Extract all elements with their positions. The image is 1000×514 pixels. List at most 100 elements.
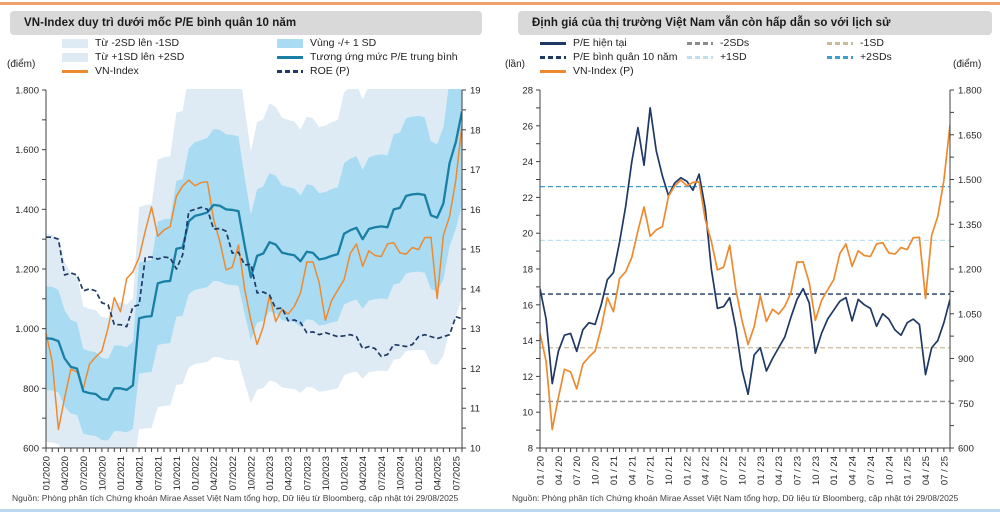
svg-text:16: 16 [470,205,481,216]
svg-text:10/2023: 10/2023 [321,456,332,490]
line-swatch-icon [540,41,566,45]
top-border [0,2,1000,5]
svg-text:14: 14 [470,284,481,295]
svg-text:01/2022: 01/2022 [191,456,202,490]
svg-text:16: 16 [522,300,533,311]
legend-label: Vùng -/+ 1 SD [310,37,377,49]
svg-text:1.200: 1.200 [15,265,39,276]
svg-text:10: 10 [470,444,481,455]
svg-text:15: 15 [470,245,481,256]
svg-text:18: 18 [470,125,481,136]
legend-item-roe-p: ROE (P) [277,64,458,78]
tick-labels: 600 800 1.000 1.200 1.400 1.600 1.800 10 11 12 13 1… [15,86,480,491]
legend-label: -2SDs [720,37,750,49]
svg-text:600: 600 [23,444,39,455]
svg-text:10 / 24: 10 / 24 [884,456,895,485]
svg-text:07/2023: 07/2023 [302,456,313,490]
svg-text:07/2020: 07/2020 [79,456,90,490]
svg-text:07 / 24: 07 / 24 [866,456,877,485]
legend-column: P/E hiện tại P/E bình quân 10 năm VN-Index… [540,36,687,78]
bottom-border [0,509,1000,512]
svg-text:10 / 23: 10 / 23 [811,456,822,485]
svg-text:07 / 22: 07 / 22 [719,456,730,485]
dash-swatch-icon [277,69,303,73]
legend-item-2sds: +2SDs [827,50,892,64]
svg-text:07 / 20: 07 / 20 [572,456,583,485]
svg-text:1.600: 1.600 [15,145,39,156]
dash-swatch-icon [827,41,853,45]
legend-column: -1SD +2SDs [827,36,892,64]
svg-text:04/2023: 04/2023 [284,456,295,490]
svg-text:04 / 25: 04 / 25 [921,456,932,485]
svg-text:01 / 23: 01 / 23 [756,456,767,485]
svg-text:04 / 23: 04 / 23 [774,456,785,485]
svg-text:04 / 24: 04 / 24 [848,456,859,485]
svg-text:07/2024: 07/2024 [377,456,388,490]
legend-column: Từ -2SD lên -1SD Từ +1SD lên +2SD VN-Index [62,36,277,78]
svg-text:8: 8 [528,444,533,455]
svg-text:01/2021: 01/2021 [116,456,127,490]
legend-label: P/E hiện tại [573,37,627,49]
svg-text:01 / 24: 01 / 24 [829,456,840,485]
svg-text:04 / 20: 04 / 20 [554,456,565,485]
svg-text:26: 26 [522,121,533,132]
svg-text:04/2025: 04/2025 [433,456,444,490]
legend-item-t-1sd-l-n-2sd: Từ +1SD lên +2SD [62,50,277,64]
svg-text:04/2024: 04/2024 [358,456,369,490]
series-p-e-hi-n-t-i [540,107,950,396]
svg-text:750: 750 [958,399,974,410]
left-chart-title-bar: VN-Index duy trì dưới mốc P/E bình quân … [10,11,482,35]
dash-swatch-icon [540,55,566,59]
left-chart-left-axis-unit: (điểm) [7,59,36,70]
svg-text:11: 11 [470,404,480,415]
series-roe-p [46,206,462,358]
svg-text:1.350: 1.350 [958,220,982,231]
legend-label: Tương ứng mức P/E trung bình [310,51,458,63]
svg-text:1.650: 1.650 [958,130,982,141]
svg-text:13: 13 [470,324,481,335]
legend-label: VN-Index (P) [573,65,634,77]
svg-text:10/2020: 10/2020 [97,456,108,490]
svg-text:01 / 25: 01 / 25 [903,456,914,485]
svg-text:17: 17 [470,165,481,176]
svg-text:1.200: 1.200 [958,265,982,276]
series-vn-index-p [540,125,950,431]
right-chart-title-bar: Định giá của thị trường Việt Nam vẫn còn… [518,11,992,35]
dash-swatch-icon [687,55,713,59]
series-t-ng-ng-m-c-p-e-trung-b-nh [46,111,462,401]
right-chart-left-axis-unit: (lần) [505,59,526,70]
svg-text:10/2022: 10/2022 [246,456,257,490]
left-chart-source: Nguồn: Phòng phân tích Chứng khoán Mirae… [12,493,459,503]
svg-text:07 / 21: 07 / 21 [646,456,657,485]
svg-text:10 / 20: 10 / 20 [591,456,602,485]
svg-text:01 / 22: 01 / 22 [682,456,693,485]
legend-label: -1SD [860,37,884,49]
legend-column: -2SDs +1SD [687,36,827,64]
legend-column: Vùng -/+ 1 SD Tương ứng mức P/E trung bìn… [277,36,458,78]
svg-text:900: 900 [958,354,974,365]
plot-area [540,107,950,431]
line-swatch-icon [277,55,303,59]
line-swatch-icon [62,69,88,73]
svg-text:28: 28 [522,86,533,97]
svg-text:07/2021: 07/2021 [153,456,164,490]
legend-label: VN-Index [95,65,139,77]
band-t-1sd-l-n-2sd [46,89,449,359]
area-swatch-icon [277,38,303,48]
svg-text:10: 10 [522,408,533,419]
plot-area [46,89,462,448]
legend-item-t-2sd-l-n-1sd: Từ -2SD lên -1SD [62,36,277,50]
svg-text:1.400: 1.400 [15,205,39,216]
right-chart-title: Định giá của thị trường Việt Nam vẫn còn… [532,17,891,29]
svg-text:1.800: 1.800 [15,86,39,97]
svg-text:10/2024: 10/2024 [395,456,406,490]
legend-item-vn-index: VN-Index [62,64,277,78]
band-t-2sd-l-n-1sd [46,204,462,448]
axes [42,89,466,452]
legend-item-p-e-hi-n-t-i: P/E hiện tại [540,36,687,50]
legend-label: Từ +1SD lên +2SD [95,51,185,63]
svg-text:22: 22 [522,193,533,204]
tick-labels: 8 10 12 14 16 18 20 22 24 26 28 600 750 900 1.050 1.200… [522,86,981,486]
